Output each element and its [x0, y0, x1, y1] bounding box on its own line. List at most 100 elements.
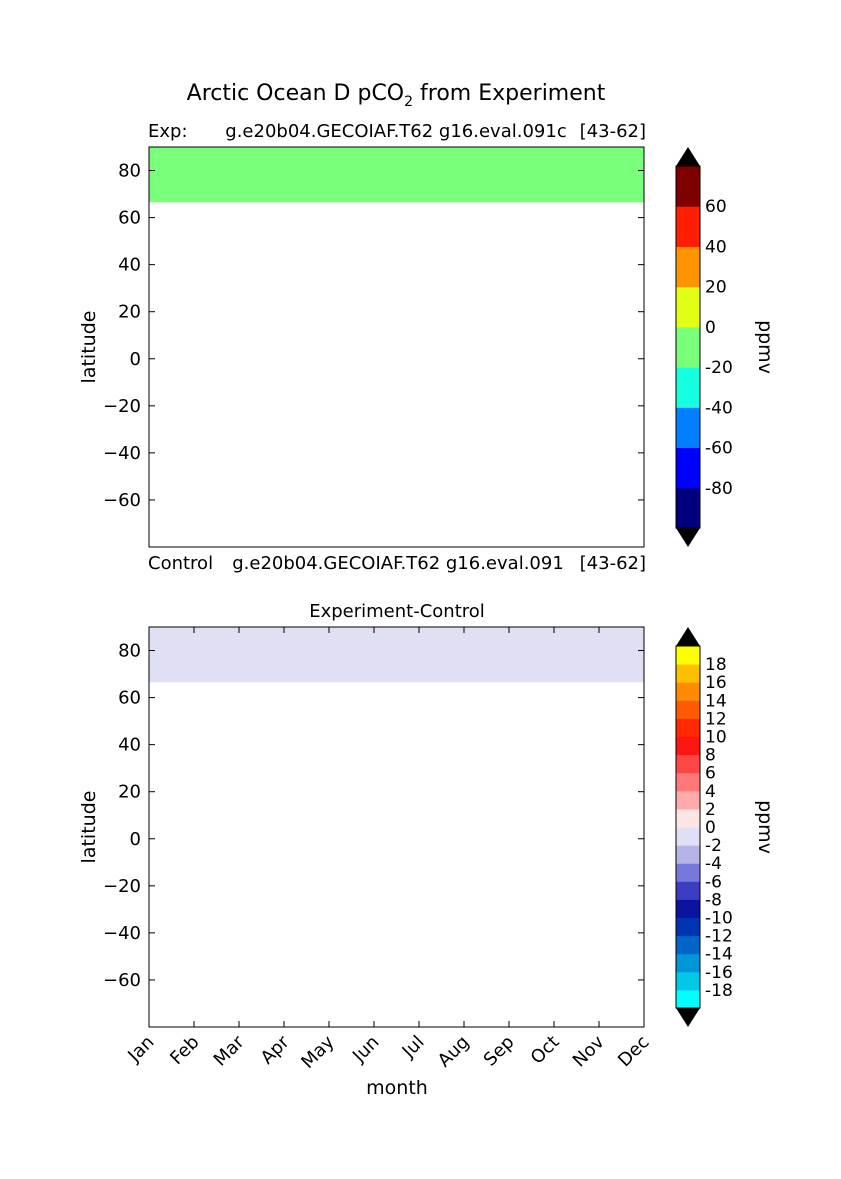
x-tick-label: Oct	[527, 1032, 564, 1069]
colorbar-tick-label: 14	[705, 691, 727, 711]
x-tick-label: Aug	[434, 1032, 474, 1072]
difference-title: Experiment-Control	[309, 601, 485, 622]
colorbar-segment	[676, 808, 700, 828]
colorbar-tick-label: -4	[705, 854, 722, 874]
colorbar-segment	[676, 326, 700, 368]
y-tick-label: 40	[118, 735, 141, 756]
colorbar-segment	[676, 736, 700, 756]
colorbar-tick-label: -20	[705, 358, 733, 378]
colorbar-label-experiment: ppmv	[754, 320, 776, 374]
y-tick-label: 20	[118, 782, 141, 803]
colorbar-tick-label: -40	[705, 398, 733, 418]
y-tick-label: 0	[130, 349, 141, 370]
y-tick-label: −20	[103, 876, 141, 897]
colorbar-segment	[676, 407, 700, 449]
colorbar-segment	[676, 447, 700, 489]
x-axis-label: month	[366, 1077, 428, 1099]
y-tick-label: 60	[118, 688, 141, 709]
y-tick-label: 80	[118, 161, 141, 182]
x-tick-label: Dec	[614, 1032, 653, 1071]
x-tick-label: Jan	[123, 1032, 158, 1067]
colorbar-segment	[676, 827, 700, 846]
colorbar-tick-label: -18	[705, 981, 733, 1001]
y-tick-label: 0	[130, 829, 141, 850]
colorbar-label-difference: ppmv	[754, 800, 776, 854]
colorbar-tick-label: 20	[705, 278, 727, 298]
colorbar-tick-label: 0	[705, 318, 716, 338]
plot-frame-experiment	[148, 146, 645, 548]
colorbar-tick-label: 40	[705, 237, 727, 257]
colorbar-over-arrow	[676, 627, 700, 646]
colorbar-frame	[675, 645, 701, 1009]
colorbar-under-arrow	[676, 528, 700, 547]
colorbar-tick-label: -10	[705, 909, 733, 929]
colorbar-segment	[676, 166, 700, 207]
colorbar-segment	[676, 971, 700, 991]
colorbar-segment	[676, 286, 700, 328]
colorbar-under-arrow	[676, 1008, 700, 1027]
colorbar-segment	[676, 646, 700, 665]
y-tick-label: −60	[103, 970, 141, 991]
colorbar-segment	[676, 700, 700, 719]
y-tick-label: 60	[118, 208, 141, 229]
filled-region-difference	[149, 627, 644, 683]
ctrl-years-label: [43-62]	[580, 553, 646, 574]
colorbar-segment	[676, 845, 700, 864]
colorbar-segment	[676, 682, 700, 701]
colorbar-tick-label: -80	[705, 479, 733, 499]
colorbar-tick-label: 8	[705, 746, 716, 766]
colorbar-tick-label: 16	[705, 673, 727, 693]
y-tick-label: −20	[103, 396, 141, 417]
colorbar-segment	[676, 664, 700, 683]
colorbar-segment	[676, 935, 700, 955]
x-ticks-difference: Jan Feb Mar Apr May Jun Jul Aug Sep Oct Nov Dec	[123, 627, 654, 1073]
colorbar-segment	[676, 246, 700, 288]
colorbar-tick-label: -14	[705, 945, 733, 965]
colorbar-segment	[676, 487, 700, 529]
ctrl-case-label: g.e20b04.GECOIAF.T62 g16.eval.091	[232, 553, 564, 574]
colorbar-segment	[676, 367, 700, 408]
y-ticks-difference: 80 60 40 20 0 −20 −40 −60	[103, 641, 644, 991]
ctrl-prefix-label: Control	[148, 553, 213, 574]
x-tick-label: Apr	[257, 1031, 294, 1068]
colorbar-tick-label: 2	[705, 800, 716, 820]
colorbar-frame	[675, 165, 701, 529]
colorbar-tick-label: 4	[705, 782, 716, 802]
colorbar-segment	[676, 206, 700, 247]
exp-prefix-label: Exp:	[148, 121, 188, 142]
colorbar-segment	[676, 881, 700, 900]
y-ticks-experiment: 80 60 40 20 0 −20 −40 −60	[103, 161, 644, 511]
colorbar-tick-label: -8	[705, 890, 722, 910]
colorbar-tick-label: 18	[705, 655, 727, 675]
panel-difference: Experiment-Control latitude 806040200−20…	[78, 601, 776, 1099]
figure-title: Arctic Ocean D pCO2 from Experiment	[187, 81, 606, 110]
x-tick-label: Jul	[398, 1032, 429, 1063]
colorbar-segment	[676, 917, 700, 937]
colorbar-experiment: -80 -60 -40 -20 0 20 40 60	[675, 147, 733, 547]
y-tick-label: 40	[118, 255, 141, 276]
y-tick-label: 20	[118, 302, 141, 323]
panel-experiment: Exp: g.e20b04.GECOIAF.T62 g16.eval.091c …	[78, 121, 776, 574]
colorbar-tick-label: -6	[705, 872, 722, 892]
filled-region-experiment	[149, 147, 644, 203]
colorbar-tick-label: -60	[705, 439, 733, 459]
colorbar-tick-label: 12	[705, 709, 727, 729]
colorbar-tick-label: 60	[705, 197, 727, 217]
x-tick-label: Nov	[569, 1031, 609, 1071]
x-tick-label: May	[297, 1031, 338, 1072]
colorbar-segment	[676, 754, 700, 774]
colorbar-segment	[676, 790, 700, 810]
x-tick-label: Jun	[348, 1032, 383, 1067]
colorbar-segment	[676, 772, 700, 792]
x-tick-label: Feb	[166, 1032, 203, 1069]
x-tick-label: Mar	[210, 1031, 249, 1070]
colorbar-segment	[676, 718, 700, 737]
colorbar-segment	[676, 863, 700, 882]
y-tick-label: −40	[103, 443, 141, 464]
x-tick-label: Sep	[480, 1032, 519, 1071]
colorbar-tick-label: 0	[705, 818, 716, 838]
exp-case-label: g.e20b04.GECOIAF.T62 g16.eval.091c	[225, 121, 566, 142]
colorbar-tick-label: 10	[705, 728, 727, 748]
